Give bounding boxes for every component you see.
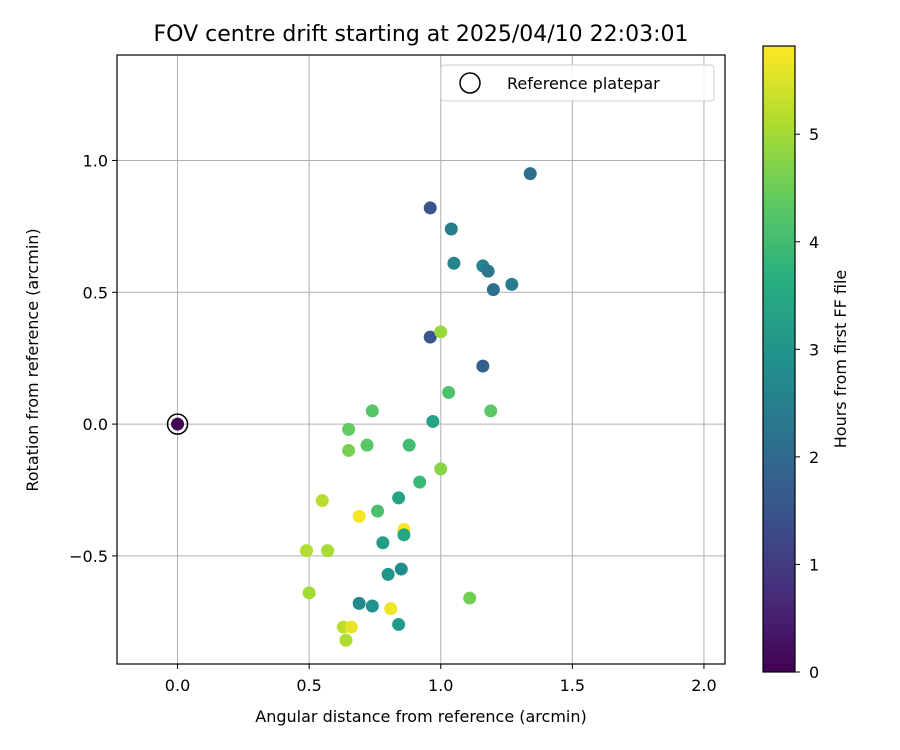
data-point-22 (413, 475, 427, 489)
data-point-20 (434, 462, 448, 476)
data-point-1 (523, 167, 537, 181)
data-point-27 (397, 528, 411, 542)
y-tick-label: 0.5 (83, 283, 108, 302)
data-point-18 (360, 438, 374, 452)
data-point-21 (315, 494, 329, 508)
x-axis-label: Angular distance from reference (arcmin) (255, 707, 586, 726)
data-point-13 (484, 404, 498, 418)
x-tick-label: 1.0 (428, 676, 453, 695)
colorbar-tick-label: 1 (809, 555, 819, 574)
data-point-15 (365, 404, 379, 418)
data-point-24 (371, 504, 385, 518)
colorbar-gradient (762, 45, 796, 673)
scatter-points (166, 167, 537, 647)
data-point-7 (486, 283, 500, 297)
data-point-30 (321, 544, 335, 558)
legend-label-reference: Reference platepar (507, 74, 660, 93)
data-point-23 (392, 491, 406, 505)
legend: Reference platepar (440, 64, 715, 102)
data-point-19 (402, 438, 416, 452)
colorbar-ticks: 0 1 2 3 4 5 (795, 125, 819, 682)
colorbar-label: Hours from first FF file (831, 270, 850, 449)
data-point-12 (442, 385, 456, 399)
data-point-31 (381, 567, 395, 581)
data-point-29 (300, 544, 314, 558)
data-point-35 (352, 596, 366, 610)
data-point-38 (392, 617, 406, 631)
data-point-6 (481, 264, 495, 278)
data-point-28 (376, 536, 390, 550)
data-point-32 (394, 562, 408, 576)
colorbar-tick-label: 4 (809, 233, 819, 252)
x-tick-label: 2.0 (691, 676, 716, 695)
data-point-3 (444, 222, 458, 236)
legend-box (440, 64, 715, 102)
y-axis-label: Rotation from reference (arcmin) (23, 228, 42, 491)
data-point-41 (339, 633, 353, 647)
y-tick-label: 0.0 (83, 415, 108, 434)
data-point-33 (302, 586, 316, 600)
colorbar-tick-label: 5 (809, 125, 819, 144)
data-point-37 (384, 602, 398, 616)
data-point-14 (426, 414, 440, 428)
colorbar-tick-label: 3 (809, 340, 819, 359)
x-tick-label: 1.5 (560, 676, 585, 695)
plot-frame (116, 54, 726, 665)
colorbar-tick-label: 0 (809, 663, 819, 682)
colorbar: 0 1 2 3 4 5 Hours from first FF file (762, 45, 850, 682)
x-tick-label: 0.0 (165, 676, 190, 695)
data-point-0 (171, 417, 185, 431)
data-point-36 (365, 599, 379, 613)
data-point-16 (342, 422, 356, 436)
y-axis-ticks: −0.5 0.0 0.5 1.0 (69, 151, 117, 566)
y-tick-label: −0.5 (69, 547, 108, 566)
data-point-4 (447, 256, 461, 270)
chart-title: FOV centre drift starting at 2025/04/10 … (154, 22, 689, 47)
y-tick-label: 1.0 (83, 151, 108, 170)
data-point-8 (505, 277, 519, 291)
data-point-2 (423, 201, 437, 215)
colorbar-tick-label: 2 (809, 448, 819, 467)
data-point-9 (423, 330, 437, 344)
data-point-40 (344, 620, 358, 634)
x-axis-ticks: 0.0 0.5 1.0 1.5 2.0 (165, 664, 717, 695)
data-point-25 (352, 509, 366, 523)
data-point-17 (342, 443, 356, 457)
x-tick-label: 0.5 (296, 676, 321, 695)
data-point-11 (434, 325, 448, 339)
data-point-34 (463, 591, 477, 605)
reference-marker (166, 413, 189, 435)
grid (117, 55, 725, 664)
data-point-10 (476, 359, 490, 373)
legend-marker-reference (459, 72, 481, 94)
